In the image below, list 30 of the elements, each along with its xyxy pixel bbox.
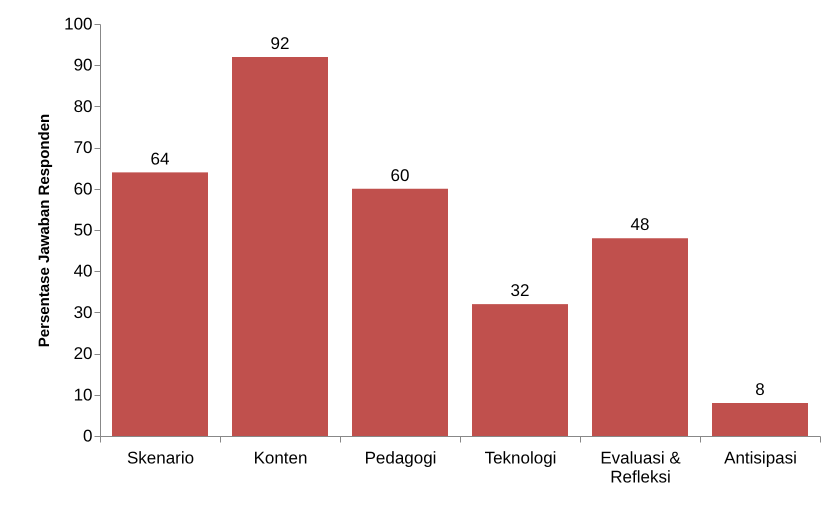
data-label: 64 xyxy=(150,149,170,168)
data-label: 48 xyxy=(630,215,650,234)
x-tick-label: Konten xyxy=(254,448,308,468)
x-tick-label: Evaluasi & Refleksi xyxy=(600,448,682,486)
y-tick-label: 70 xyxy=(74,138,92,158)
x-tick-label: Teknologi xyxy=(484,448,556,468)
y-tick-label: 50 xyxy=(74,220,92,240)
bar xyxy=(592,238,688,436)
x-tick-label: Skenario xyxy=(126,448,194,468)
bar xyxy=(232,56,328,436)
y-tick-label: 100 xyxy=(64,14,92,34)
y-tick-label: 80 xyxy=(74,96,92,116)
data-label: 60 xyxy=(390,166,410,185)
data-label: 92 xyxy=(270,34,290,53)
y-axis-title: Persentase Jawaban Responden xyxy=(36,114,54,348)
x-tick-label: Pedagogi xyxy=(364,448,436,468)
y-tick-label: 30 xyxy=(74,302,92,322)
data-label: 8 xyxy=(755,380,765,400)
bar xyxy=(472,304,568,436)
y-tick-label: 20 xyxy=(74,344,92,364)
bar xyxy=(352,188,448,436)
y-tick-label: 60 xyxy=(74,179,92,198)
bar xyxy=(112,172,208,436)
x-tick-label: Antisipasi xyxy=(724,448,797,468)
y-tick-label: 0 xyxy=(83,426,92,446)
y-tick-label: 10 xyxy=(74,385,92,404)
y-tick-label: 90 xyxy=(74,56,92,75)
data-label: 32 xyxy=(510,281,530,300)
bar xyxy=(712,403,808,436)
y-tick-label: 40 xyxy=(74,262,92,281)
